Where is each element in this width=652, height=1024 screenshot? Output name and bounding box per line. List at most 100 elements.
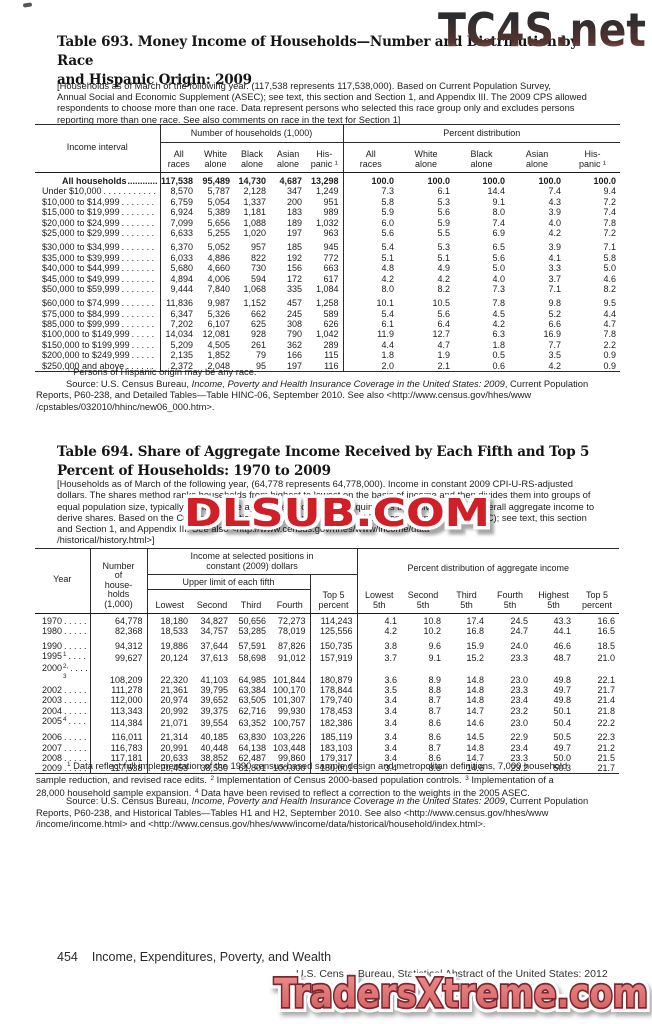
cell: 172 [286, 273, 302, 284]
cell: 20,453 [146, 763, 192, 774]
row-label: $35,000 to $39,999 [35, 252, 160, 263]
table693-title-line1: Table 693. Money Income of Households—Nu… [57, 34, 579, 69]
cell: 8.2 [437, 283, 450, 294]
table-row: $40,000 to $44,9995,680 4,660 730 156 6634.8… [35, 262, 620, 274]
cell: 14.6 [466, 717, 485, 728]
cell: 790 [286, 329, 302, 340]
cell: 14.8 [466, 695, 485, 706]
cell: 6.3 [492, 329, 505, 340]
cell: 2,372 [159, 360, 197, 372]
cell: 4.1 [548, 252, 561, 263]
cell: 41,103 [200, 674, 228, 685]
cell: 6.1 [342, 318, 398, 330]
cell: 4.2 [548, 360, 561, 371]
col-header: White alone [414, 149, 438, 169]
dot-leader [64, 685, 86, 695]
cell: 10.1 [342, 293, 398, 309]
row-label: 2005 4 [35, 716, 90, 728]
cell: 4.7 [603, 319, 617, 330]
cell: 100.0 [342, 172, 398, 186]
cell: 6,633 [159, 227, 197, 238]
cell: 1,084 [315, 283, 339, 294]
cell: 5.2 [548, 308, 561, 319]
cell: 103,448 [272, 742, 306, 753]
cell: 182,386 [309, 715, 358, 728]
cell: 117,538 [159, 172, 197, 186]
cell: 22.1 [597, 674, 616, 685]
dot-leader [64, 616, 86, 626]
cell: 62,716 [238, 705, 266, 716]
cell: 3.4 [356, 715, 402, 728]
cell: 10.8 [423, 615, 442, 626]
cell: 945 [323, 242, 339, 253]
dot-leader [122, 284, 157, 294]
cell: 183,103 [309, 742, 358, 753]
cell: 7.4 [548, 186, 561, 197]
dot-leader [122, 298, 157, 308]
cell: 116,783 [89, 742, 147, 753]
cell: 5,255 [207, 227, 230, 238]
col-header: Lowest 5th [356, 589, 402, 614]
cell: 95,489 [197, 172, 234, 186]
cell: 3.5 [356, 684, 402, 696]
cell: 625 [250, 319, 266, 330]
table694-title-line2: Percent of Households: 1970 to 2009 [57, 463, 331, 479]
cell: 16.8 [466, 626, 485, 637]
row-label: Under $10,000 [35, 186, 160, 196]
row-label: $10,000 to $14,999 [35, 196, 160, 207]
cell: 928 [250, 329, 266, 340]
cell: 197 [286, 227, 302, 238]
row-label: 2004 [35, 705, 90, 716]
row-label: All households [35, 172, 160, 186]
cell: 18,533 [146, 625, 192, 637]
cell: 63,352 [238, 717, 266, 728]
total-row: All households 117,538 95,489 14,730 4,6… [35, 172, 621, 186]
cell: 9.5 [603, 298, 617, 309]
text-line: Source: U.S. Census Bureau, Income, Pove… [66, 377, 589, 389]
table693: Income interval Number of households (1,… [35, 124, 621, 372]
cell: 4.7 [437, 339, 450, 350]
cell: 8,570 [159, 186, 197, 197]
row-label: $60,000 to $74,999 [35, 294, 160, 308]
cell: 43.3 [553, 615, 572, 626]
col-header: Fourth 5th [488, 589, 533, 614]
cell: 5,054 [207, 196, 230, 207]
row-label: 1970 [35, 613, 90, 626]
cell: 38,852 [200, 753, 228, 764]
dot-leader [64, 626, 86, 636]
cell: 963 [323, 227, 339, 238]
cell: 9,444 [159, 283, 197, 294]
cell: 50,656 [238, 615, 266, 626]
table693-footnote: 1 Persons of Hispanic origin may be any … [36, 366, 606, 380]
group-header-percent-distribution: Percent distribution of aggregate income [356, 548, 620, 590]
cell: 38,550 [200, 763, 228, 774]
cell: 21.4 [597, 695, 616, 706]
col-header: Asian alone [525, 149, 549, 169]
cell: 14.4 [487, 186, 505, 197]
cell: 4.6 [603, 273, 617, 284]
text-line: and Section 1, and Appendix III. See als… [57, 523, 430, 535]
cell: 12,081 [202, 329, 230, 340]
cell: 5.8 [603, 252, 617, 263]
cell: 5.0 [603, 263, 617, 274]
cell: 4.2 [342, 273, 398, 284]
row-label: $85,000 to $99,999 [35, 319, 160, 329]
cell: 117,181 [89, 752, 147, 764]
group-header-row: Income interval Number of households (1,… [35, 124, 621, 152]
text-line: /income/income.html> and <http://www.cen… [36, 818, 486, 830]
cell: 87,826 [277, 640, 306, 651]
cell: 21.7 [597, 685, 616, 696]
cell: 594 [250, 273, 266, 284]
text-line: [Households as of March of the following… [57, 478, 573, 489]
dot-leader [64, 695, 86, 705]
cell: 4.2 [437, 273, 450, 284]
cell: 63,830 [238, 732, 266, 743]
cell: 23.3 [510, 753, 529, 764]
cell: 6.5 [492, 242, 505, 253]
row-label: $30,000 to $34,999 [35, 238, 160, 252]
cell: 50.4 [553, 717, 572, 728]
table-row: $25,000 to $29,9996,6335,2551,0201979635… [35, 227, 620, 238]
